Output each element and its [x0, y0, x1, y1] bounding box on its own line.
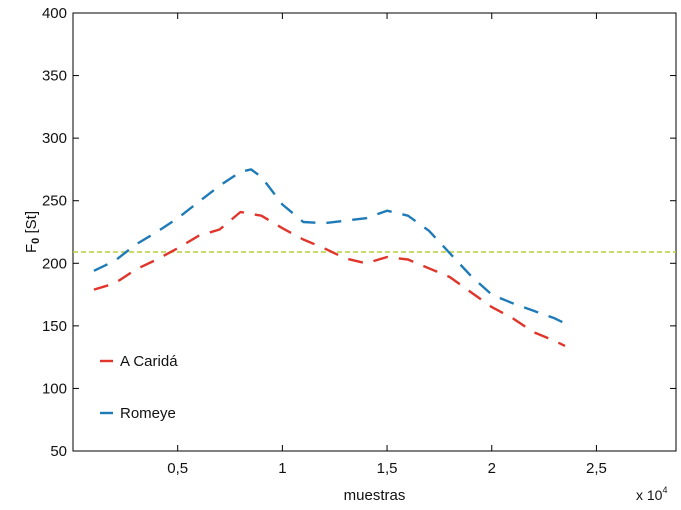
plot-frame: [72, 12, 677, 452]
y-axis-label-main: F: [23, 244, 40, 253]
x-axis-multiplier-exponent: 4: [662, 485, 667, 495]
y-tick-label: 200: [42, 255, 67, 272]
y-tick-label: 250: [42, 193, 67, 210]
x-axis-multiplier-base: x 10: [636, 487, 663, 503]
x-tick-label: 1,5: [377, 460, 398, 477]
tick-layer: 0,5 1 1,5 2 2,5 50 100 150 200 250 300 350 400: [42, 5, 676, 477]
y-axis-label-unit: [St]: [23, 211, 40, 238]
series-line-0: [93, 210, 566, 347]
y-axis-label: F0 [St]: [23, 211, 42, 253]
x-axis-multiplier: x 104: [636, 485, 667, 503]
x-tick-label: 2: [488, 460, 496, 477]
y-tick-label: 400: [42, 5, 67, 22]
x-axis-label: muestras: [344, 487, 406, 504]
y-tick-label: 300: [42, 130, 67, 147]
series-layer: [93, 168, 566, 347]
y-tick-label: 100: [42, 380, 67, 397]
x-tick-label: 1: [278, 460, 286, 477]
y-axis-label-subscript: 0: [30, 238, 42, 244]
y-tick-label: 50: [50, 443, 67, 460]
svg-text:F0 [St]: F0 [St]: [23, 211, 42, 253]
legend-label: A Caridá: [120, 353, 178, 370]
y-tick-label: 150: [42, 318, 67, 335]
x-tick-label: 2,5: [586, 460, 607, 477]
legend: A Caridá Romeye: [100, 353, 178, 422]
legend-label: Romeye: [120, 405, 176, 422]
x-tick-label: 0,5: [167, 460, 188, 477]
y-tick-label: 350: [42, 68, 67, 85]
